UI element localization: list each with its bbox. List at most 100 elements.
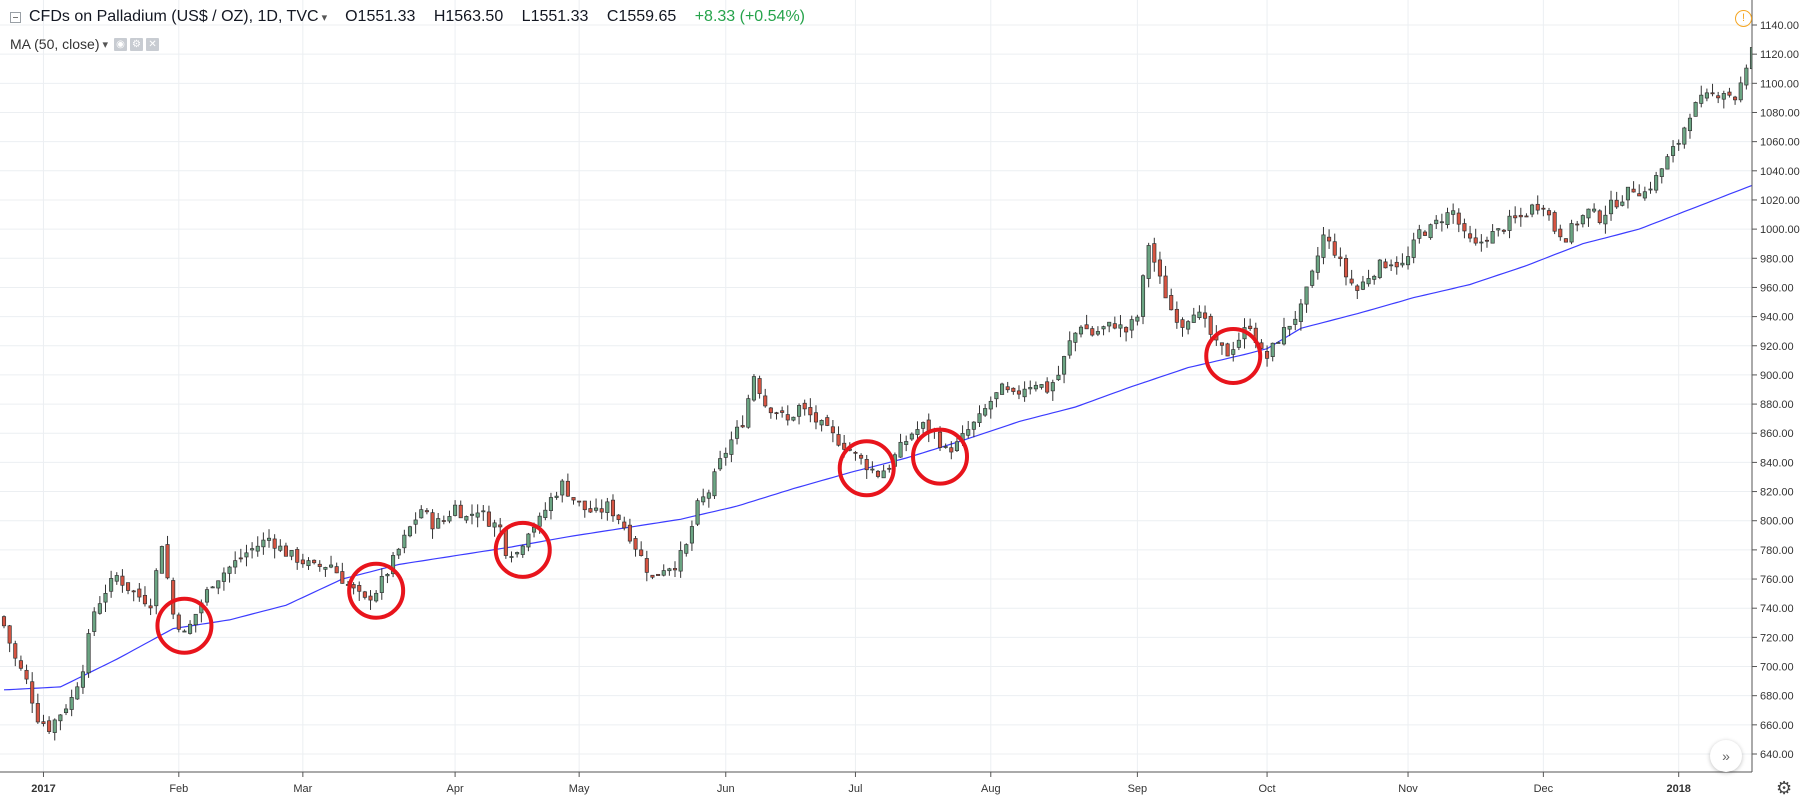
candle [1107, 321, 1112, 333]
close-icon[interactable]: ✕ [146, 37, 160, 51]
candle [154, 568, 159, 615]
candle [69, 689, 74, 717]
candle [1659, 168, 1664, 184]
symbol-title[interactable]: CFDs on Palladium (US$ / OZ), 1D, TVC [29, 8, 319, 25]
candle [430, 509, 435, 539]
candle [701, 488, 706, 506]
candle [1101, 325, 1106, 336]
candle [582, 500, 587, 518]
candle [1507, 209, 1512, 239]
candle [1016, 385, 1022, 400]
candle [1575, 220, 1580, 232]
candle [75, 682, 80, 700]
candle [588, 500, 593, 513]
candle [706, 489, 711, 508]
candle [30, 672, 35, 714]
candle [1248, 318, 1253, 331]
candle [684, 543, 689, 557]
candle [526, 532, 531, 552]
candle [1484, 236, 1490, 248]
candle [1569, 219, 1574, 245]
price-tick-label: 980.00 [1760, 253, 1794, 265]
candle [407, 525, 413, 538]
candle [1343, 254, 1349, 286]
candle [1366, 269, 1371, 287]
candle [1067, 331, 1072, 359]
candle [188, 620, 193, 635]
candle [1586, 208, 1591, 227]
price-tick-label: 660.00 [1760, 720, 1794, 732]
candle [1558, 224, 1563, 241]
candle [1727, 87, 1732, 98]
candle [441, 515, 446, 525]
candle [250, 542, 255, 559]
collapse-icon[interactable] [10, 11, 21, 23]
candle [1417, 224, 1422, 244]
candle [791, 416, 796, 422]
time-tick-label: Jun [717, 783, 735, 795]
candle [1733, 95, 1738, 105]
candle [486, 505, 491, 527]
candle [1687, 113, 1693, 139]
candle [323, 566, 328, 577]
change-value: +8.33 (+0.54%) [694, 8, 805, 25]
candle [909, 432, 914, 441]
settings-gear-icon[interactable]: ⚙ [1776, 778, 1793, 798]
candle [633, 536, 638, 557]
candle [295, 547, 300, 570]
candle [272, 534, 277, 559]
candle [126, 582, 131, 595]
candle [498, 517, 503, 535]
candle [114, 572, 119, 585]
candle [1400, 253, 1405, 268]
candle [1546, 207, 1552, 221]
candle [464, 515, 469, 524]
candle [1451, 203, 1456, 224]
candle [515, 551, 520, 558]
candle [610, 494, 616, 522]
candle [1332, 233, 1337, 259]
candles-layer [1, 39, 1755, 741]
candle [723, 447, 728, 466]
double-chevron-right-icon[interactable]: » [1710, 740, 1742, 772]
candle [1434, 215, 1439, 229]
price-tick-label: 900.00 [1760, 370, 1794, 382]
price-tick-label: 780.00 [1760, 545, 1794, 557]
price-tick-label: 680.00 [1760, 691, 1794, 703]
candle [227, 565, 232, 583]
candle [362, 590, 367, 600]
candle [1355, 284, 1360, 300]
candle [1744, 64, 1749, 90]
candle [1513, 206, 1518, 224]
candle [520, 544, 525, 558]
candle [656, 573, 661, 576]
candle [565, 473, 570, 497]
candle [1631, 181, 1636, 193]
candle [475, 504, 480, 528]
moving-average-layer [3, 184, 1753, 691]
highlight-circles-layer [155, 326, 1263, 655]
candle [1642, 186, 1647, 201]
candle [808, 398, 813, 423]
candle [18, 655, 23, 671]
ohlc-values: O1551.33 H1563.50 L1551.33 C1559.65 +8.3… [345, 8, 819, 26]
candle [672, 561, 678, 578]
chevron-down-icon[interactable]: ▾ [102, 38, 109, 51]
time-axis[interactable]: 2017 Feb Mar Apr May Jun Jul Aug Sep Oct Nov Dec 201… [0, 771, 1752, 795]
gear-icon[interactable]: ⚙ [130, 37, 144, 51]
price-tick-label: 920.00 [1760, 341, 1794, 353]
candle [548, 492, 553, 520]
ma-controls: ◉ ⚙ ✕ [114, 37, 160, 51]
eye-icon[interactable]: ◉ [114, 37, 128, 51]
ma-label[interactable]: MA (50, close) [10, 36, 100, 52]
candle [92, 607, 97, 637]
candle [1146, 242, 1151, 288]
price-axis[interactable]: 640.00 660.00 680.00 700.00 720.00 740.00 760.… [1751, 0, 1815, 802]
candle [340, 562, 345, 584]
candle [661, 564, 666, 577]
candle [1620, 195, 1625, 207]
warning-icon[interactable]: ! [1735, 10, 1752, 27]
candle [142, 586, 148, 607]
chevron-down-icon[interactable]: ▾ [321, 11, 328, 24]
